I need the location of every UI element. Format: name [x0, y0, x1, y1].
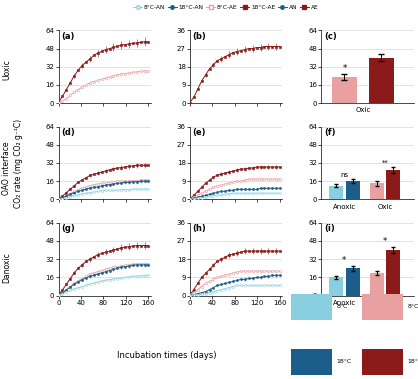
Legend: 8°C-AN, 18°C-AN, 8°C-AE, 18°C-AE, AN, AE: 8°C-AN, 18°C-AN, 8°C-AE, 18°C-AE, AN, AE — [131, 3, 321, 13]
Text: 8°C: 8°C — [336, 304, 348, 310]
Bar — [346, 181, 360, 199]
Text: (c): (c) — [324, 32, 337, 41]
Text: (a): (a) — [61, 32, 75, 41]
Text: Incubation times (days): Incubation times (days) — [117, 351, 217, 360]
Text: (g): (g) — [61, 224, 75, 233]
Text: Danoxic: Danoxic — [2, 252, 11, 283]
Bar — [370, 183, 384, 199]
Text: (i): (i) — [324, 224, 335, 233]
Text: (e): (e) — [193, 128, 206, 137]
Text: *: * — [383, 237, 387, 246]
Text: (d): (d) — [61, 128, 75, 137]
Text: **: ** — [382, 160, 388, 166]
Bar — [369, 58, 394, 103]
Bar — [370, 273, 384, 296]
Text: *: * — [342, 64, 347, 73]
Text: ns: ns — [340, 172, 348, 179]
Text: *: * — [342, 256, 347, 265]
Bar — [386, 170, 400, 199]
Text: (f): (f) — [324, 128, 336, 137]
Text: CO₂ rate (mg CO₂ g⁻¹C): CO₂ rate (mg CO₂ g⁻¹C) — [14, 118, 23, 208]
Text: Uoxic: Uoxic — [2, 60, 11, 80]
Text: 18°C: 18°C — [336, 359, 352, 365]
Text: 8°C: 8°C — [408, 304, 418, 310]
Text: (h): (h) — [193, 224, 206, 233]
Text: OAO interface: OAO interface — [2, 142, 11, 196]
Text: (b): (b) — [193, 32, 206, 41]
Bar — [332, 77, 357, 103]
Bar — [329, 277, 343, 296]
Bar — [386, 250, 400, 296]
Text: 18°C: 18°C — [408, 359, 418, 365]
Bar — [329, 186, 343, 199]
Bar — [346, 268, 360, 296]
